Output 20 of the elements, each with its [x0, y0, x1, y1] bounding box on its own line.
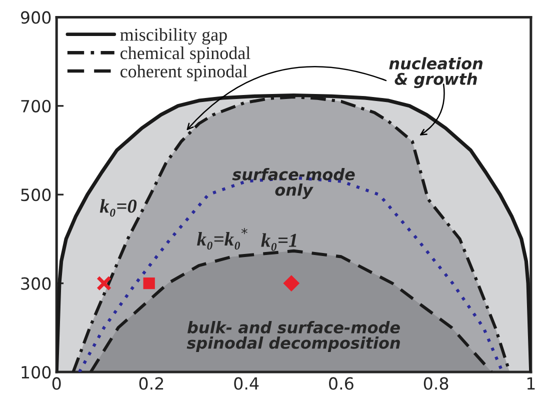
annotation: k₀=0: [100, 199, 137, 217]
y-tick-label: 300: [21, 277, 51, 290]
x-tick-label: 0: [52, 377, 61, 390]
legend-label: coherent spinodal: [120, 64, 248, 82]
x-tick-label: 0.2: [139, 377, 164, 390]
annotation: nucleation & growth: [389, 57, 482, 88]
y-tick-label: 100: [22, 366, 51, 379]
y-tick-label: 900: [20, 11, 51, 24]
x-tick-label: 0.6: [329, 377, 354, 390]
annotation: surface-mode only: [232, 168, 355, 200]
x-tick-label: 0.4: [234, 377, 259, 390]
annotation: k₀=k₀$^{*}$: [197, 228, 248, 250]
y-tick-label: 700: [21, 100, 51, 112]
y-tick-label: 500: [21, 188, 51, 202]
x-tick-label: 1: [527, 377, 535, 390]
annotation: bulk- and surface-mode spinodal decomposition: [186, 321, 400, 352]
legend-label: chemical spinodal: [120, 46, 250, 63]
legend-label: miscibility gap: [120, 28, 227, 45]
x-tick-label: 0.8: [424, 377, 448, 390]
annotation: k₀=1: [261, 233, 296, 251]
